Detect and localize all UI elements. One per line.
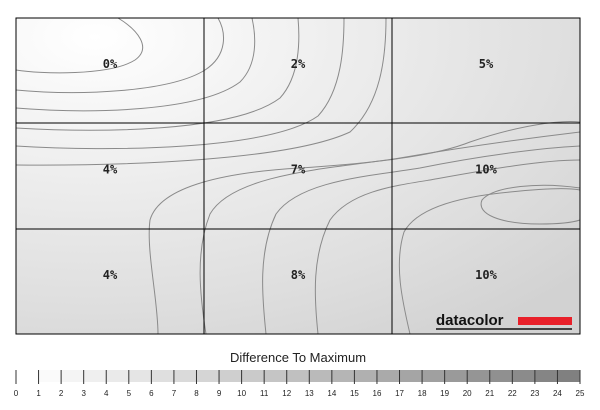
legend-swatch (264, 370, 287, 382)
legend-swatch (399, 370, 423, 382)
legend: Difference To Maximum 0 1 2 3 4 5 6 7 8 9 10 11 12 13… (14, 350, 585, 398)
legend-swatch (512, 370, 535, 382)
legend-swatch (489, 370, 513, 382)
legend-swatch (151, 370, 174, 382)
legend-swatch (128, 370, 152, 382)
legend-swatch (241, 370, 265, 382)
legend-tick-label: 14 (327, 389, 336, 398)
legend-tick-label: 9 (217, 389, 222, 398)
cell-value-label: 5% (479, 57, 494, 71)
cell-value-label: 2% (291, 57, 306, 71)
contour-line (314, 159, 581, 335)
legend-tick-label: 13 (305, 389, 314, 398)
legend-swatch (376, 370, 400, 382)
legend-swatches (16, 370, 580, 382)
contour-line (15, 17, 256, 112)
legend-tick-label: 20 (463, 389, 472, 398)
legend-title: Difference To Maximum (230, 350, 366, 365)
legend-tick-label: 10 (237, 389, 246, 398)
legend-swatch (196, 370, 220, 382)
legend-swatch (557, 370, 580, 382)
legend-tick-label: 25 (576, 389, 585, 398)
legend-ticks: 0 1 2 3 4 5 6 7 8 9 10 11 12 13 14 15 16 17 18 19 20 21 22 23 24… (14, 370, 585, 398)
brand-bar (518, 317, 572, 325)
datacolor-logo: datacolor (436, 312, 572, 330)
cell-value-label: 8% (291, 268, 306, 282)
legend-swatch (309, 370, 332, 382)
legend-tick-label: 23 (530, 389, 539, 398)
legend-tick-label: 12 (282, 389, 291, 398)
cell-value-label: 4% (103, 268, 118, 282)
legend-swatch (173, 370, 197, 382)
legend-tick-label: 4 (104, 389, 109, 398)
legend-swatch (467, 370, 490, 382)
contour-line (262, 145, 581, 335)
contour-lines (15, 17, 581, 335)
legend-tick-label: 18 (418, 389, 427, 398)
contour-line (15, 17, 224, 94)
legend-swatch (219, 370, 242, 382)
contour-line (148, 121, 581, 335)
cell-value-label: 0% (103, 57, 118, 71)
cell-value-label: 10% (475, 268, 497, 282)
contour-line (15, 17, 300, 131)
legend-tick-label: 3 (81, 389, 86, 398)
legend-tick-label: 0 (14, 389, 19, 398)
cell-value-label: 7% (291, 163, 306, 177)
legend-tick-label: 6 (149, 389, 154, 398)
legend-tick-label: 2 (59, 389, 64, 398)
legend-swatch (422, 370, 445, 382)
legend-swatch (286, 370, 310, 382)
contour-line (199, 131, 581, 335)
contour-line (15, 17, 387, 166)
legend-swatch (83, 370, 107, 382)
legend-tick-label: 7 (172, 389, 177, 398)
legend-swatch (354, 370, 377, 382)
legend-tick-label: 1 (36, 389, 41, 398)
contour-line (15, 17, 345, 150)
legend-tick-label: 8 (194, 389, 199, 398)
heatmap-background (16, 18, 580, 334)
legend-tick-label: 22 (508, 389, 517, 398)
legend-tick-label: 24 (553, 389, 562, 398)
legend-tick-label: 15 (350, 389, 359, 398)
legend-tick-label: 19 (440, 389, 449, 398)
cell-value-label: 10% (475, 163, 497, 177)
contour-line (480, 184, 581, 225)
legend-tick-label: 16 (373, 389, 382, 398)
legend-swatch (331, 370, 355, 382)
legend-swatch (38, 370, 62, 382)
legend-tick-label: 5 (127, 389, 132, 398)
heatmap-area: 0% 2% 5% 4% 7% 10% 4% 8% 10% datacolor (15, 17, 581, 335)
contour-line (398, 188, 581, 335)
contour-line (15, 17, 144, 74)
legend-tick-label: 21 (485, 389, 494, 398)
legend-swatch (16, 370, 39, 382)
legend-swatch (106, 370, 129, 382)
heatmap-border (15, 17, 581, 335)
cell-labels: 0% 2% 5% 4% 7% 10% 4% 8% 10% (103, 57, 498, 282)
legend-tick-label: 17 (395, 389, 404, 398)
brand-text: datacolor (436, 312, 504, 329)
legend-swatch (534, 370, 558, 382)
legend-swatch (61, 370, 84, 382)
cell-value-label: 4% (103, 163, 118, 177)
legend-tick-label: 11 (260, 389, 269, 398)
legend-swatch (444, 370, 468, 382)
grid-lines (15, 17, 581, 335)
